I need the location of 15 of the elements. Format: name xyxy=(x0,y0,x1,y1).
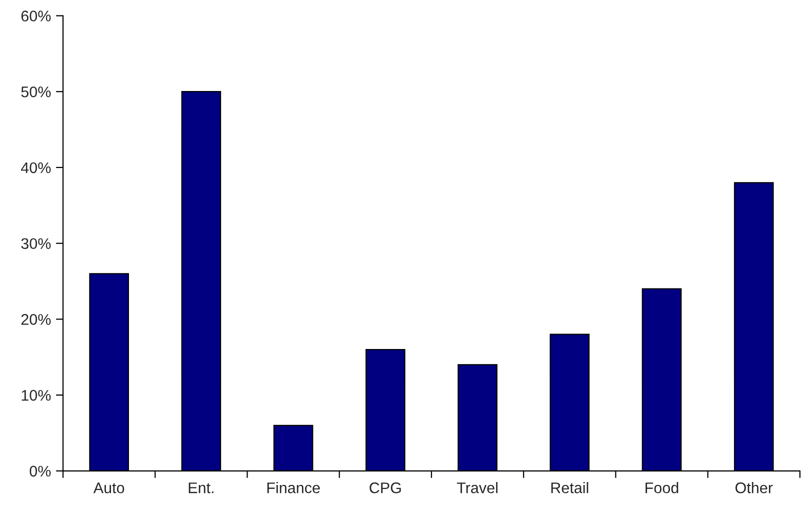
y-tick-label: 50% xyxy=(21,86,51,98)
y-tick-label: 20% xyxy=(21,314,51,325)
x-tick-label: Other xyxy=(735,482,773,494)
y-tick-label: 10% xyxy=(22,390,51,401)
x-tick-label: Food xyxy=(646,482,678,494)
y-tick-label: 0% xyxy=(30,466,51,477)
x-tick-label: Finance xyxy=(267,482,320,494)
y-tick-label: 30% xyxy=(21,238,51,250)
x-tick-label: Auto xyxy=(93,482,124,494)
y-tick-label: 60% xyxy=(21,10,51,22)
x-tick-label: Ent. xyxy=(188,482,214,494)
y-tick-label: 40% xyxy=(20,162,51,174)
x-tick-label: Travel xyxy=(456,482,498,494)
x-tick-label: CPG xyxy=(370,482,401,494)
x-tick-label: Retail xyxy=(551,482,588,494)
